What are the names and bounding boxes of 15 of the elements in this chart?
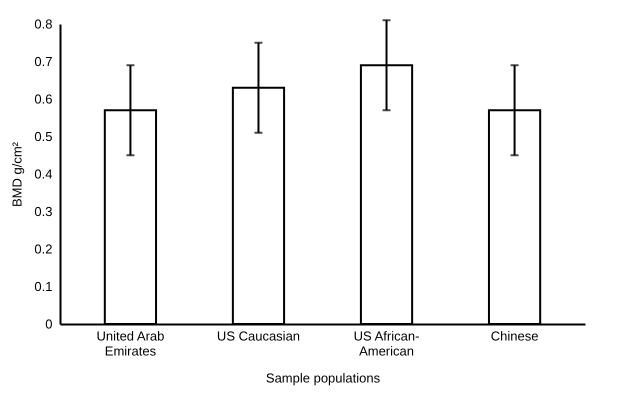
y-tick-label: 0 [45,316,52,332]
y-tick-label: 0.5 [34,129,52,144]
y-tick-label: 0.2 [34,242,52,256]
y-tick-label: 0.8 [34,16,52,32]
y-tick-label: 0.4 [34,166,52,182]
x-tick-label: US Caucasian [216,328,300,344]
x-tick-label: US African-American [354,328,420,358]
x-tick-label: Chinese [490,328,538,344]
y-axis-title: BMD g/cm² [9,141,24,207]
x-tick-label: United Arab Emirates [96,328,164,358]
y-tick-label: 0.7 [34,54,52,69]
y-tick-label: 0.6 [34,92,52,106]
y-tick-label: 0.1 [34,279,52,294]
x-axis-title: Sample populations [266,370,381,386]
y-tick-label: 0.3 [34,204,52,219]
